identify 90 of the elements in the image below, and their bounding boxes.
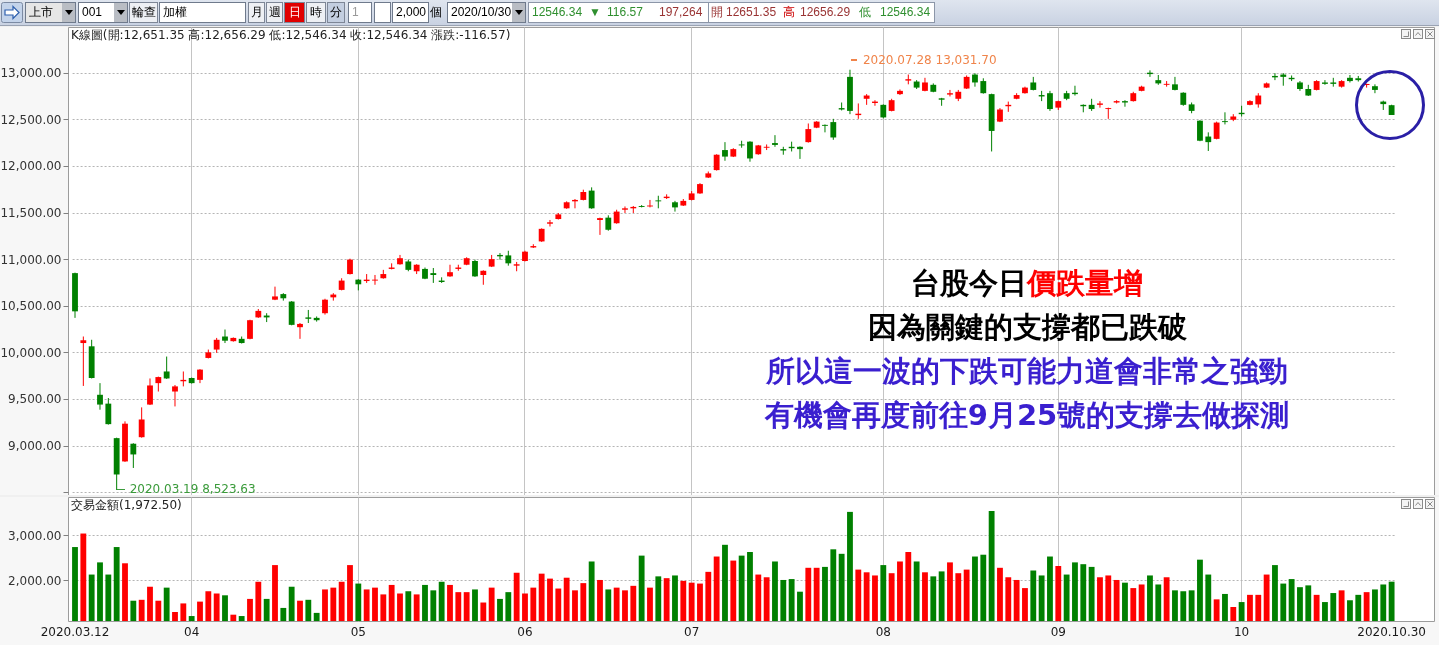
button: 月 xyxy=(248,2,265,23)
candlestick xyxy=(1097,100,1103,109)
y-tick-label: 12,000.00 xyxy=(0,159,62,174)
text: 高 xyxy=(783,4,795,21)
x-tick-label: 10 xyxy=(1233,624,1250,639)
annotation: 價跌量增 xyxy=(1027,266,1143,300)
text-field: 2,000 xyxy=(392,2,429,23)
chart-title: 交易金額(1,972.50) xyxy=(71,498,182,512)
candlestick xyxy=(747,140,753,163)
candlestick xyxy=(597,217,603,236)
button: 日 xyxy=(284,2,305,23)
annotation: 2020.03.19 8,523.63 xyxy=(129,482,256,496)
annotation: 有機會再度前往9月25號的支撐去做探測 xyxy=(764,398,1290,432)
candlestick xyxy=(897,88,903,96)
candlestick xyxy=(130,442,137,469)
candlestick xyxy=(972,72,978,88)
candlestick xyxy=(1047,90,1053,112)
y-tick-label: 11,000.00 xyxy=(0,252,62,267)
y-tick-label: 11,500.00 xyxy=(0,206,62,221)
candlestick xyxy=(172,384,178,407)
button: 週 xyxy=(266,2,283,23)
x-tick-label: 2020.10.30 xyxy=(1357,624,1426,639)
chart-title: K線圖(開:12,651.35 高:12,656.29 低:12,546.34 收:12,546.34 漲跌:-116.57) xyxy=(71,28,511,42)
dropdown-field: 001 xyxy=(78,2,128,23)
candlestick xyxy=(1122,99,1128,108)
annotation: 所以這一波的下跌可能力道會非常之強勁 xyxy=(766,354,1288,388)
annotation: 2020.07.28 13,031.70 xyxy=(862,52,997,67)
x-tick-label: 08 xyxy=(875,624,891,639)
text: 116.57 xyxy=(607,4,643,21)
button: 分 xyxy=(327,2,345,23)
button: 時 xyxy=(306,2,326,23)
candlestick xyxy=(1347,74,1353,83)
y-tick-label: 10,500.00 xyxy=(0,299,62,314)
candlestick xyxy=(1105,107,1112,120)
candlestick xyxy=(97,382,103,411)
text: ▼ xyxy=(589,4,601,21)
button: 輪查 xyxy=(129,2,158,23)
text: 12656.29 xyxy=(800,4,851,21)
candlestick xyxy=(830,118,837,141)
x-tick-label: 2020.03.12 xyxy=(40,624,110,639)
candlestick xyxy=(80,336,87,387)
text: 12546.34 xyxy=(532,4,583,21)
y-tick-label: 2,000.00 xyxy=(8,573,62,588)
y-tick-label: 10,000.00 xyxy=(0,345,62,360)
candlestick xyxy=(805,122,812,144)
text-field: 加權 xyxy=(159,2,246,23)
candlestick xyxy=(105,397,112,426)
text: 低 xyxy=(859,4,871,21)
candlestick xyxy=(822,123,828,133)
text: 12651.35 xyxy=(726,4,777,21)
annotation: 台股今日 xyxy=(911,266,1027,300)
y-tick-label: 9,500.00 xyxy=(8,392,62,407)
candlestick xyxy=(1205,131,1212,152)
dropdown-field: 2020/10/30 xyxy=(447,2,526,23)
candlestick xyxy=(547,219,553,228)
x-tick-label: 07 xyxy=(684,624,700,639)
dropdown-field: 上市 xyxy=(25,2,76,23)
text: 12546.34 xyxy=(880,4,931,21)
candlestick xyxy=(1222,111,1228,125)
text: 197,264 xyxy=(659,4,703,21)
annotation: 因為關鍵的支撐都已跌破 xyxy=(867,310,1187,344)
candlestick xyxy=(163,356,170,380)
y-tick-label: 9,000.00 xyxy=(8,439,62,454)
candlestick xyxy=(447,264,453,278)
x-tick-label: 04 xyxy=(184,624,200,639)
candlestick xyxy=(1372,83,1378,94)
x-tick-label: 09 xyxy=(1050,624,1066,639)
candlestick xyxy=(297,322,303,340)
candlestick xyxy=(1322,79,1328,86)
y-tick-label: 3,000.00 xyxy=(8,528,62,543)
candlestick xyxy=(222,329,228,344)
text: 個 xyxy=(430,4,442,21)
text-field: 1 xyxy=(348,2,372,23)
x-tick-label: 05 xyxy=(350,624,366,639)
y-tick-label: 13,000.00 xyxy=(0,66,62,81)
candlestick xyxy=(138,406,145,439)
text: 開 xyxy=(711,4,723,21)
candlestick xyxy=(772,134,778,148)
y-tick-label: 12,500.00 xyxy=(0,112,62,127)
candlestick xyxy=(947,89,953,97)
candlestick xyxy=(288,300,295,326)
candlestick xyxy=(372,274,378,286)
candlestick xyxy=(272,286,278,301)
candlestick xyxy=(147,377,153,406)
candlestick xyxy=(672,200,678,213)
candlestick xyxy=(1172,76,1178,91)
candlestick xyxy=(722,141,728,162)
x-tick-label: 06 xyxy=(517,624,533,639)
candlestick xyxy=(622,205,628,214)
candlestick xyxy=(588,186,595,210)
